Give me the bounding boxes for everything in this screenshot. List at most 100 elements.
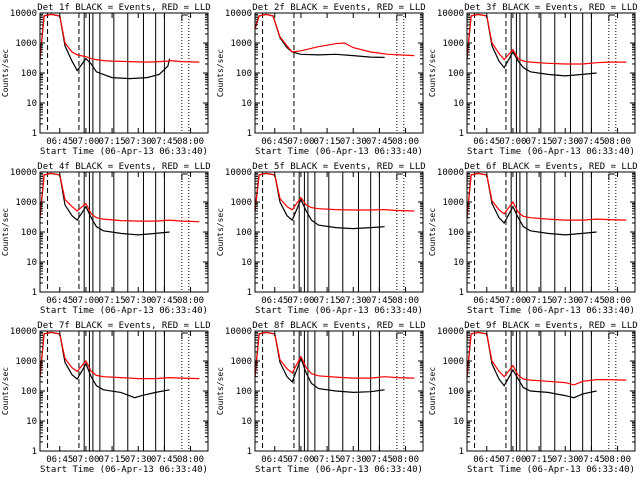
x-tick-label: 07:30: [125, 296, 152, 306]
x-tick-label: 07:45: [151, 137, 178, 147]
y-tick-label: 10000: [225, 327, 252, 337]
x-tick-label: 07:00: [499, 455, 526, 465]
y-tick-label: 100: [236, 228, 252, 238]
y-tick-label: 1: [32, 288, 37, 298]
series-events: [466, 331, 597, 399]
x-tick-label: 07:45: [151, 296, 178, 306]
x-tick-label: 07:45: [578, 137, 605, 147]
x-tick-label: 07:30: [125, 137, 152, 147]
x-tick-label: 06:45: [261, 296, 288, 306]
y-axis-label: Counts/sec: [1, 49, 10, 97]
y-tick-label: 100: [21, 228, 37, 238]
x-axis-label: Start Time (06-Apr-13 06:33:40): [467, 465, 635, 475]
y-tick-label: 10: [241, 417, 252, 427]
panel-title: Det 8f BLACK = Events, RED = LLD: [252, 321, 425, 331]
plot-frame: [466, 330, 636, 452]
bracket-mark: [608, 332, 615, 339]
y-tick-label: 10: [26, 99, 37, 109]
y-axis-label: Counts/sec: [428, 208, 437, 256]
series-lld: [466, 13, 627, 65]
series-events: [39, 13, 171, 80]
x-axis-label: Start Time (06-Apr-13 06:33:40): [467, 147, 635, 157]
x-axis-label: Start Time (06-Apr-13 06:33:40): [40, 465, 208, 475]
y-axis-label: Counts/sec: [216, 208, 225, 256]
bracket-mark: [181, 173, 188, 180]
plot-frame: [39, 171, 209, 293]
y-axis-label: Counts/sec: [216, 367, 225, 415]
panel-1: Det 1f BLACK = Events, RED = LLD 1 10 100 10…: [1, 3, 211, 157]
x-tick-label: 07:15: [99, 296, 126, 306]
panel-3: Det 3f BLACK = Events, RED = LLD 1 10 100 10…: [428, 3, 638, 157]
y-tick-label: 1: [247, 129, 252, 139]
y-tick-label: 100: [448, 387, 464, 397]
y-axis-label: Counts/sec: [1, 367, 10, 415]
x-tick-label: 07:30: [552, 296, 579, 306]
x-tick-label: 07:15: [99, 455, 126, 465]
panel-6: Det 6f BLACK = Events, RED = LLD 1 10 100 10…: [428, 162, 638, 316]
y-tick-label: 10: [26, 417, 37, 427]
x-axis-label: Start Time (06-Apr-13 06:33:40): [255, 306, 423, 316]
x-tick-label: 07:45: [578, 296, 605, 306]
series-events: [39, 172, 170, 236]
panel-title: Det 5f BLACK = Events, RED = LLD: [252, 162, 425, 172]
panel-title: Det 2f BLACK = Events, RED = LLD: [252, 3, 425, 13]
x-tick-label: 07:30: [340, 455, 367, 465]
plot-frame: [466, 171, 636, 293]
x-tick-label: 08:00: [392, 137, 419, 147]
x-tick-label: 07:15: [526, 296, 553, 306]
y-tick-label: 1: [247, 288, 252, 298]
panel-title: Det 1f BLACK = Events, RED = LLD: [37, 3, 210, 13]
marker-lines: [474, 331, 617, 451]
series-events: [466, 172, 597, 236]
panel-5: Det 5f BLACK = Events, RED = LLD 1 10 100 10…: [216, 162, 426, 316]
series-lld: [39, 172, 200, 223]
series-lld: [466, 172, 627, 221]
y-tick-label: 10: [26, 258, 37, 268]
y-axis-label: Counts/sec: [428, 49, 437, 97]
x-axis-label: Start Time (06-Apr-13 06:33:40): [255, 465, 423, 475]
bracket-mark: [181, 332, 188, 339]
x-tick-label: 07:45: [578, 455, 605, 465]
panel-title: Det 6f BLACK = Events, RED = LLD: [464, 162, 637, 172]
plot-frame: [39, 330, 209, 452]
x-tick-label: 07:15: [314, 137, 341, 147]
bracket-mark: [396, 173, 403, 180]
marker-lines: [262, 331, 405, 451]
bracket-mark: [396, 332, 403, 339]
series-lld: [254, 331, 415, 379]
x-tick-label: 07:30: [340, 137, 367, 147]
marker-lines: [262, 13, 405, 133]
y-tick-label: 1: [459, 288, 464, 298]
x-axis-label: Start Time (06-Apr-13 06:33:40): [467, 306, 635, 316]
y-tick-label: 10000: [10, 9, 37, 19]
x-tick-label: 07:30: [340, 296, 367, 306]
x-tick-label: 06:45: [46, 137, 73, 147]
y-tick-label: 1000: [230, 198, 252, 208]
x-axis-label: Start Time (06-Apr-13 06:33:40): [255, 147, 423, 157]
y-tick-label: 100: [448, 69, 464, 79]
x-tick-label: 08:00: [604, 455, 631, 465]
y-tick-label: 10000: [10, 168, 37, 178]
x-tick-label: 07:00: [287, 296, 314, 306]
y-tick-label: 10: [241, 99, 252, 109]
y-axis-label: Counts/sec: [216, 49, 225, 97]
x-tick-label: 07:45: [366, 455, 393, 465]
x-tick-label: 07:00: [499, 296, 526, 306]
x-tick-label: 07:00: [72, 137, 99, 147]
y-tick-label: 1000: [230, 39, 252, 49]
x-tick-label: 06:45: [46, 296, 73, 306]
series-lld: [39, 13, 200, 63]
x-tick-label: 08:00: [604, 296, 631, 306]
panel-8: Det 8f BLACK = Events, RED = LLD 1 10 100 10…: [216, 321, 426, 475]
plot-frame: [39, 12, 209, 134]
x-tick-label: 06:45: [473, 296, 500, 306]
x-tick-label: 08:00: [392, 455, 419, 465]
panel-2: Det 2f BLACK = Events, RED = LLD 1 10 100 10…: [216, 3, 426, 157]
y-tick-label: 1000: [15, 39, 37, 49]
y-tick-label: 10000: [437, 168, 464, 178]
x-tick-label: 08:00: [177, 455, 204, 465]
series-lld: [39, 331, 200, 380]
x-tick-label: 08:00: [177, 137, 204, 147]
x-tick-label: 07:15: [526, 137, 553, 147]
x-tick-label: 08:00: [177, 296, 204, 306]
